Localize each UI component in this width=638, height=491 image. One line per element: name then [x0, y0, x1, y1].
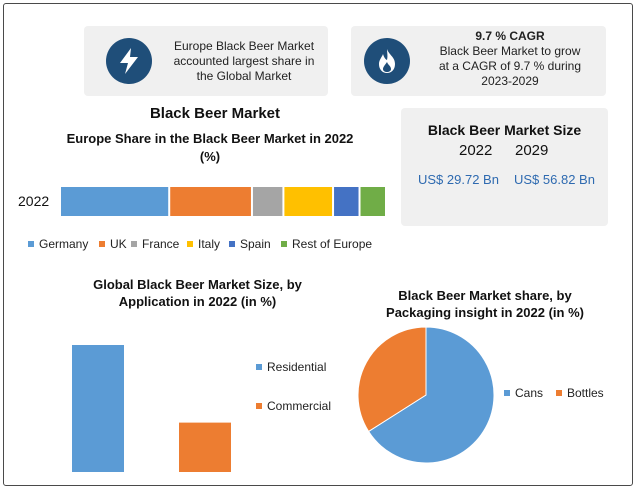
application-legend-commercial: Commercial — [256, 399, 331, 413]
europe-legend-uk: UK — [99, 237, 127, 251]
legend-label: Commercial — [267, 399, 332, 413]
bar-segment-germany — [61, 187, 169, 216]
market-size-value-2029: US$ 56.82 Bn — [514, 172, 595, 187]
legend-swatch — [281, 241, 287, 247]
market-size-title: Black Beer Market Size — [427, 122, 582, 138]
info-box-cagr: 9.7 % CAGR Black Beer Market to grow at … — [351, 26, 606, 96]
info-cagr-line-1: Black Beer Market to grow — [439, 44, 581, 58]
info-europe-line-3: the Global Market — [196, 69, 292, 83]
legend-label: Spain — [240, 237, 271, 251]
pie-slice-cans — [367, 326, 495, 464]
bar-residential — [72, 345, 124, 472]
packaging-chart-title: Black Beer Market share, by Packaging in… — [386, 288, 584, 320]
legend-swatch — [28, 241, 34, 247]
info-europe-line-1: Europe Black Beer Market — [173, 39, 315, 53]
bar-segment-uk — [170, 187, 251, 216]
legend-label: France — [142, 237, 180, 251]
application-bar-chart — [72, 345, 231, 472]
europe-stacked-bar — [61, 187, 385, 216]
info-europe-text: Europe Black Beer Market accounted large… — [164, 39, 324, 84]
infographic-frame — [3, 3, 633, 486]
europe-legend-germany: Germany — [28, 237, 88, 251]
legend-swatch — [131, 241, 137, 247]
packaging-legend-cans: Cans — [504, 386, 543, 400]
europe-legend-rest-of-europe: Rest of Europe — [281, 237, 372, 251]
legend-label: Germany — [39, 237, 89, 251]
legend-swatch — [256, 403, 262, 409]
legend-swatch — [504, 390, 510, 396]
packaging-pie-chart — [357, 326, 495, 464]
info-cagr-line-2: at a CAGR of 9.7 % during — [438, 59, 582, 73]
legend-swatch — [556, 390, 562, 396]
bar-segment-spain — [334, 187, 359, 216]
legend-label: Italy — [198, 237, 221, 251]
application-legend-residential: Residential — [256, 360, 326, 374]
main-title: Black Beer Market — [149, 105, 281, 122]
info-cagr-line-3: 2023-2029 — [481, 74, 539, 88]
legend-label: Residential — [267, 360, 327, 374]
bar-segment-italy — [284, 187, 333, 216]
legend-swatch — [99, 241, 105, 247]
info-europe-line-2: accounted largest share in — [173, 54, 315, 68]
pie-slice-bottles — [357, 326, 427, 433]
application-chart-title: Global Black Beer Market Size, by Applic… — [93, 277, 302, 309]
legend-swatch — [187, 241, 193, 247]
legend-label: UK — [110, 237, 127, 251]
legend-label: Cans — [515, 386, 544, 400]
europe-legend-france: France — [131, 237, 179, 251]
europe-legend-italy: Italy — [187, 237, 220, 251]
market-size-year-2022: 2022 — [459, 142, 493, 159]
europe-legend-spain: Spain — [229, 237, 271, 251]
cagr-headline: 9.7 % CAGR — [475, 29, 545, 43]
europe-category-label: 2022 — [18, 193, 50, 209]
market-size-panel: Black Beer Market Size 2022 2029 US$ 29.… — [401, 108, 608, 226]
market-size-value-2022: US$ 29.72 Bn — [418, 172, 499, 187]
flame-icon — [364, 38, 410, 84]
legend-label: Rest of Europe — [292, 237, 373, 251]
lightning-icon — [106, 38, 152, 84]
bar-segment-france — [252, 187, 283, 216]
legend-label: Bottles — [567, 386, 604, 400]
bar-segment-rest-of-europe — [360, 187, 385, 216]
packaging-legend-bottles: Bottles — [556, 386, 604, 400]
bar-commercial — [179, 422, 231, 472]
legend-swatch — [256, 364, 262, 370]
market-size-year-2029: 2029 — [515, 142, 549, 159]
europe-chart-title: Europe Share in the Black Beer Market in… — [66, 131, 354, 164]
info-box-europe: Europe Black Beer Market accounted large… — [84, 26, 328, 96]
legend-swatch — [229, 241, 235, 247]
info-cagr-text: 9.7 % CAGR Black Beer Market to grow at … — [415, 29, 605, 89]
